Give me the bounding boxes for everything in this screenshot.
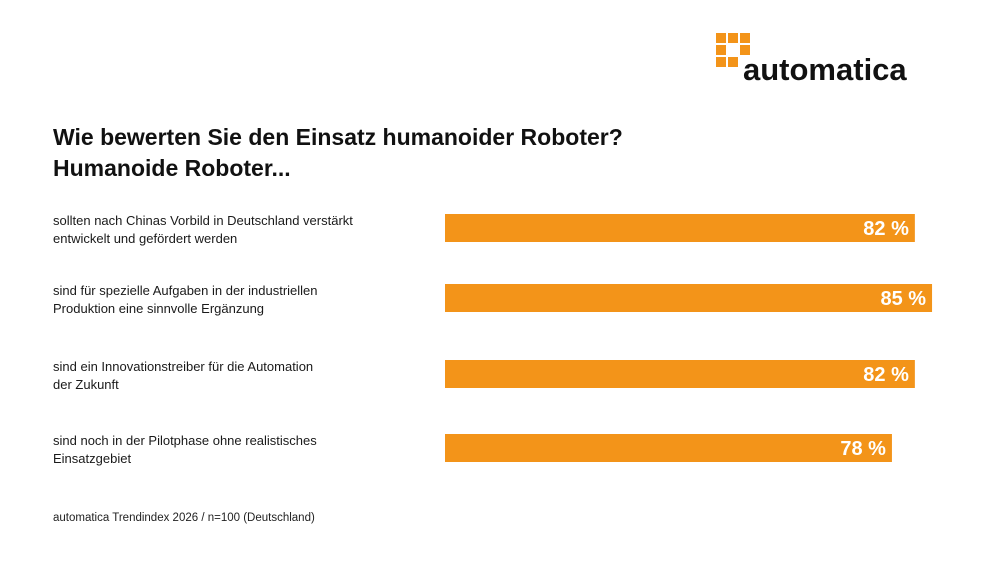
logo-text: automatica [743,52,907,87]
chart-subtitle: Humanoide Roboter... [53,155,291,181]
chart-title: Wie bewerten Sie den Einsatz humanoider … [53,124,623,150]
bar [445,214,915,242]
value-label: 82 % [863,364,909,386]
category-label: sind für spezielle Aufgaben in der indus… [53,283,318,316]
category-label: sind ein Innovationstreiber für die Auto… [53,359,314,392]
category-label: sollten nach Chinas Vorbild in Deutschla… [53,213,353,246]
bar [445,434,892,462]
value-label: 82 % [863,218,909,240]
logo-mark [716,33,750,67]
bar [445,360,915,388]
value-label: 78 % [840,438,886,460]
category-label: sind noch in der Pilotphase ohne realist… [53,433,317,466]
bar [445,284,933,312]
value-label: 85 % [880,288,926,310]
source-note: automatica Trendindex 2026 / n=100 (Deut… [53,512,315,524]
